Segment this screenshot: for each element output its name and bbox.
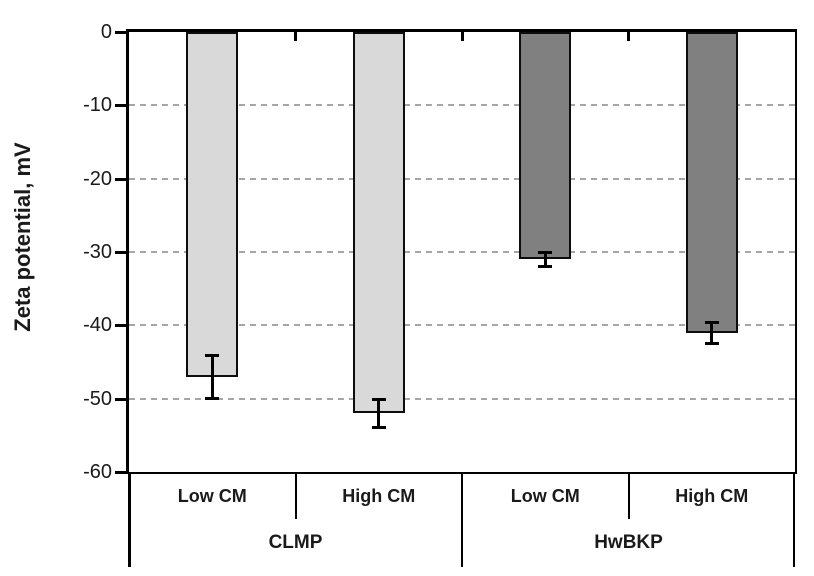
- category-label-clmp-high-cm: High CM: [342, 486, 416, 506]
- category-label-hwbkp-low-cm: Low CM: [510, 486, 580, 506]
- subcategory-divider-3: [627, 472, 630, 519]
- group-divider-2: [461, 472, 463, 567]
- subcategory-divider-1: [294, 472, 297, 519]
- y-tick-label--40: -40: [83, 314, 112, 337]
- y-axis-tick-0: [115, 31, 126, 34]
- gridline--30: [129, 251, 795, 253]
- error-bar-clmp-low-cm-cap-top: [205, 353, 220, 357]
- error-bar-hwbkp-low-cm-cap-top: [538, 251, 553, 254]
- group-divider-4: [793, 472, 795, 567]
- gridline--40: [129, 324, 795, 327]
- y-axis-tick--20: [115, 177, 126, 181]
- y-axis-tick--60: [115, 471, 126, 474]
- plot-area: [126, 29, 797, 474]
- error-bar-clmp-low-cm-line: [210, 354, 214, 399]
- category-boundary-tick-2: [460, 32, 464, 41]
- error-bar-hwbkp-low-cm-cap-bottom: [538, 264, 553, 268]
- error-bar-clmp-high-cm-cap-bottom: [371, 426, 386, 429]
- error-bar-hwbkp-high-cm-line: [710, 321, 714, 344]
- y-axis-tick--30: [115, 251, 126, 254]
- category-boundary-tick-3: [627, 32, 630, 41]
- group-divider-0: [128, 472, 131, 567]
- bar-hwbkp-high-cm: [685, 32, 738, 333]
- y-tick-label--50: -50: [83, 387, 112, 410]
- error-bar-clmp-high-cm-cap-top: [371, 397, 386, 401]
- error-bar-clmp-low-cm-cap-bottom: [205, 396, 220, 400]
- error-bar-hwbkp-high-cm-cap-bottom: [704, 341, 719, 345]
- error-bar-clmp-high-cm-line: [377, 398, 381, 428]
- error-bar-hwbkp-low-cm-line: [543, 252, 547, 267]
- gridline--10: [129, 104, 795, 107]
- group-label-clmp: CLMP: [268, 532, 323, 553]
- y-tick-label--60: -60: [83, 461, 112, 483]
- y-axis-tick--40: [115, 324, 126, 328]
- y-axis-tick--10: [115, 104, 126, 108]
- gridline--50: [129, 397, 795, 400]
- bar-clmp-high-cm: [352, 32, 405, 414]
- y-tick-label--30: -30: [83, 241, 112, 263]
- group-label-hwbkp: HwBKP: [594, 532, 663, 553]
- y-tick-label--20: -20: [83, 167, 112, 190]
- bar-hwbkp-low-cm: [519, 32, 572, 260]
- category-boundary-tick-1: [294, 32, 297, 41]
- error-bar-hwbkp-high-cm-cap-top: [704, 320, 719, 324]
- gridline--20: [129, 177, 795, 180]
- y-tick-label--10: -10: [83, 94, 112, 117]
- category-label-clmp-low-cm: Low CM: [177, 486, 247, 506]
- y-axis-tick--50: [115, 397, 126, 401]
- y-tick-label-0: 0: [100, 21, 112, 43]
- category-label-hwbkp-high-cm: High CM: [675, 486, 749, 506]
- bar-clmp-low-cm: [186, 32, 239, 377]
